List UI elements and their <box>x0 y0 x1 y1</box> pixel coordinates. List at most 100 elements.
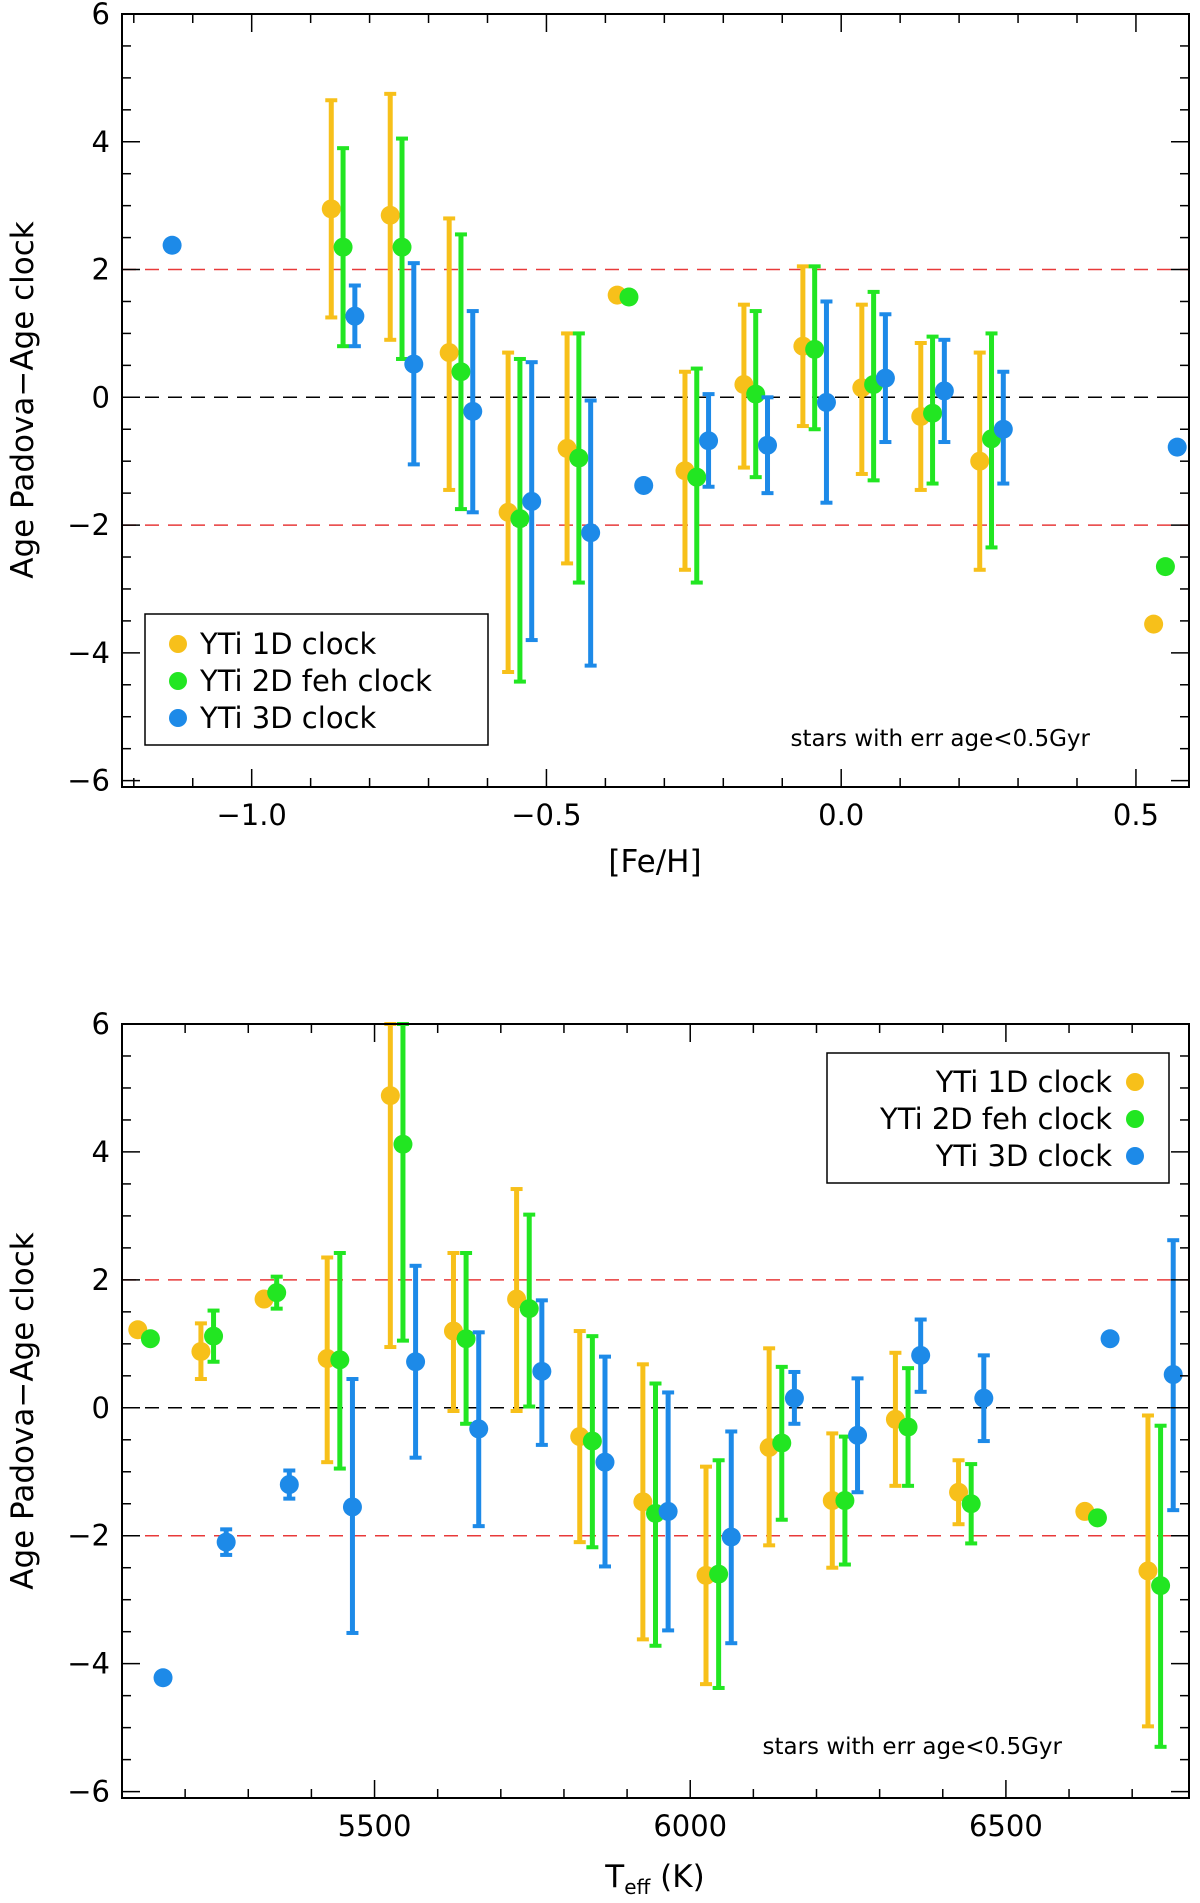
data-point <box>456 1329 476 1349</box>
plot-frame <box>121 1023 1190 1799</box>
data-point <box>153 1668 173 1688</box>
data-point <box>569 448 589 468</box>
data-point <box>974 1388 994 1408</box>
x-tick-label: 6500 <box>969 1809 1043 1843</box>
y-axis-label: Age Padova−Age clock <box>5 221 41 579</box>
y-tick-label: 2 <box>92 253 110 287</box>
x-tick-label: 6000 <box>653 1809 727 1843</box>
data-point <box>1138 1561 1158 1581</box>
data-point <box>848 1425 868 1445</box>
data-point <box>522 491 542 511</box>
x-axis-label: Teff (K) <box>604 1859 704 1899</box>
y-tick-label: −4 <box>67 636 110 670</box>
data-point <box>469 1419 489 1439</box>
data-point <box>532 1361 552 1381</box>
data-point <box>451 362 471 382</box>
data-point <box>140 1329 160 1349</box>
data-point <box>619 287 639 307</box>
y-tick-label: −2 <box>67 1519 110 1553</box>
panel-teff: 5500 6000 6500 −6 −4 −2 0 2 4 6 Teff (K) Age Pado… <box>5 1007 1190 1899</box>
data-point <box>204 1326 224 1346</box>
data-point <box>510 509 530 529</box>
data-point <box>380 205 400 225</box>
legend: YTi 1D clock YTi 2D feh clock YTi 3D clo… <box>826 1052 1170 1184</box>
legend-label-yti-1d: YTi 1D clock <box>935 1065 1113 1099</box>
reference-lines <box>122 268 1189 526</box>
data-marks <box>162 91 1187 684</box>
y-axis-label: Age Padova−Age clock <box>5 1232 41 1590</box>
data-point <box>1167 437 1187 457</box>
data-point <box>321 199 341 219</box>
x-tick-label: 0.0 <box>818 798 864 832</box>
data-point <box>162 235 182 255</box>
data-point <box>330 1350 350 1370</box>
annotation: stars with err age<0.5Gyr <box>790 726 1090 752</box>
data-point <box>658 1501 678 1521</box>
legend-label-yti-2d: YTi 2D feh clock <box>199 664 432 698</box>
data-point <box>333 237 353 257</box>
y-tick-label: 6 <box>92 1007 110 1041</box>
x-tick-label: −1.0 <box>216 798 286 832</box>
data-point <box>439 343 459 363</box>
data-point <box>772 1433 792 1453</box>
data-point <box>1155 557 1175 577</box>
data-point <box>345 306 365 326</box>
data-point <box>392 237 412 257</box>
data-point <box>463 401 483 421</box>
legend-marker-yti-3d <box>1126 1147 1144 1165</box>
data-point <box>835 1491 855 1511</box>
x-tick-label: 5500 <box>338 1809 412 1843</box>
legend-marker-yti-1d <box>1126 1073 1144 1091</box>
x-tick-label: 0.5 <box>1113 798 1159 832</box>
plot-frame <box>121 13 1190 788</box>
legend: YTi 1D clock YTi 2D feh clock YTi 3D clo… <box>144 613 489 746</box>
data-point <box>216 1532 236 1552</box>
data-point <box>267 1283 287 1303</box>
y-tick-label: 0 <box>92 380 110 414</box>
series-yti-3d-clock <box>162 235 1187 668</box>
legend-label-yti-3d: YTi 3D clock <box>199 701 377 735</box>
data-point <box>970 451 990 471</box>
data-point <box>784 1388 804 1408</box>
legend-label-yti-2d: YTi 2D feh clock <box>879 1102 1112 1136</box>
data-point <box>709 1564 729 1584</box>
x-axis-label: [Fe/H] <box>608 844 701 880</box>
data-point <box>949 1482 969 1502</box>
data-point <box>1144 614 1164 634</box>
data-point <box>1163 1365 1183 1385</box>
y-tick-label: 6 <box>92 0 110 31</box>
data-point <box>404 354 424 374</box>
data-point <box>721 1527 741 1547</box>
data-point <box>934 381 954 401</box>
data-point <box>911 1345 931 1365</box>
data-point <box>406 1352 426 1372</box>
data-point <box>961 1494 981 1514</box>
data-point <box>805 339 825 359</box>
data-point <box>1151 1576 1171 1596</box>
series-yti-2d-feh-clock <box>333 136 1175 684</box>
axis-ticks: 5500 6000 6500 −6 −4 −2 0 2 4 6 <box>67 1007 1189 1843</box>
y-tick-label: 0 <box>92 1391 110 1425</box>
data-point <box>746 384 766 404</box>
legend-box <box>144 613 489 746</box>
x-axis-label-subscript: eff <box>624 1875 651 1899</box>
y-tick-label: 2 <box>92 1263 110 1297</box>
legend-marker-yti-2d <box>1126 1110 1144 1128</box>
data-marks <box>128 1022 1183 1749</box>
y-tick-label: −6 <box>67 764 110 798</box>
data-point <box>582 1431 602 1451</box>
data-point <box>393 1134 413 1154</box>
y-tick-label: 4 <box>92 125 110 159</box>
data-point <box>1100 1329 1120 1349</box>
data-point <box>758 435 778 455</box>
data-point <box>581 523 601 543</box>
data-point <box>633 1492 653 1512</box>
panel-feh: −1.0 −0.5 0.0 0.5 −6 −4 −2 0 2 4 6 [Fe/H] Age Pado… <box>5 0 1190 880</box>
data-point <box>380 1086 400 1106</box>
y-tick-label: 4 <box>92 1135 110 1169</box>
data-point <box>191 1342 211 1362</box>
data-point <box>519 1299 539 1319</box>
data-point <box>875 368 895 388</box>
series-yti-3d-clock <box>153 1238 1183 1688</box>
